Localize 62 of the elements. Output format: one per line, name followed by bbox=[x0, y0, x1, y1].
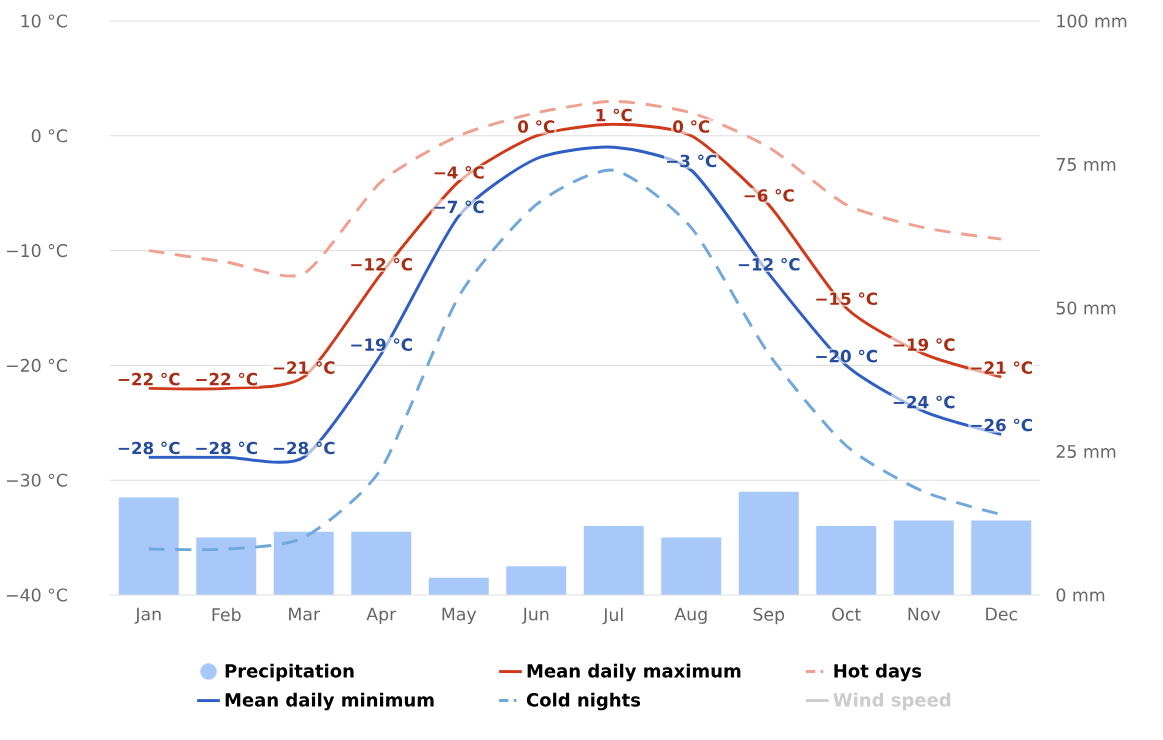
x-tick-label: Sep bbox=[753, 607, 785, 625]
data-label: −28 °C bbox=[196, 441, 257, 455]
legend-label: Mean daily minimum bbox=[225, 692, 434, 711]
bar bbox=[816, 526, 877, 595]
legend-label: Mean daily maximum bbox=[527, 663, 741, 682]
data-label: −19 °C bbox=[351, 338, 412, 351]
y2-tick-label: 100 mm bbox=[1057, 14, 1127, 28]
bar bbox=[506, 566, 567, 595]
data-label: −12 °C bbox=[351, 257, 412, 271]
bar bbox=[971, 520, 1032, 595]
data-label: 1 °C bbox=[596, 108, 632, 122]
legend-label: Precipitation bbox=[225, 663, 354, 682]
y2-tick-label: 25 mm bbox=[1056, 444, 1116, 459]
y2-tick-label: 0 mm bbox=[1056, 588, 1105, 602]
y2-tick-label: 50 mm bbox=[1056, 301, 1116, 315]
bar bbox=[428, 577, 489, 595]
data-label: −28 °C bbox=[273, 441, 335, 455]
x-tick-label: Oct bbox=[832, 607, 861, 621]
bar bbox=[196, 537, 257, 595]
data-label: −28 °C bbox=[118, 441, 180, 455]
data-label: −15 °C bbox=[816, 292, 877, 306]
bar bbox=[118, 497, 179, 595]
bar bbox=[661, 537, 722, 595]
x-tick-label: Feb bbox=[212, 607, 241, 622]
bar bbox=[738, 491, 799, 595]
data-label: −3 °C bbox=[667, 154, 717, 168]
y2-tick-label: 75 mm bbox=[1056, 158, 1116, 171]
bar bbox=[893, 520, 954, 595]
y-tick-label: −40 °C bbox=[6, 588, 67, 602]
data-label: −7 °C bbox=[434, 200, 484, 214]
x-tick-label: May bbox=[442, 607, 477, 624]
x-tick-label: Aug bbox=[674, 607, 707, 624]
bar bbox=[351, 531, 412, 595]
x-tick-label: Jan bbox=[134, 607, 161, 624]
y-tick-label: −30 °C bbox=[6, 473, 67, 487]
data-label: −20 °C bbox=[816, 349, 877, 363]
data-label: −21 °C bbox=[971, 361, 1032, 374]
data-label: −12 °C bbox=[738, 257, 800, 271]
bar bbox=[273, 531, 334, 595]
y-tick-label: −20 °C bbox=[6, 358, 67, 372]
y-tick-label: 10 °C bbox=[21, 14, 67, 28]
data-label: −4 °C bbox=[434, 166, 484, 179]
y-tick-label: −10 °C bbox=[6, 244, 67, 258]
data-label: 0 °C bbox=[518, 120, 555, 133]
y-tick-label: 0 °C bbox=[31, 129, 67, 143]
x-tick-label: Mar bbox=[289, 607, 321, 621]
x-tick-label: Jun bbox=[521, 607, 549, 624]
data-label: −22 °C bbox=[196, 372, 257, 386]
data-label: −24 °C bbox=[893, 395, 955, 409]
data-label: −19 °C bbox=[893, 338, 955, 351]
data-label: −21 °C bbox=[273, 361, 335, 374]
data-label: −6 °C bbox=[744, 189, 794, 202]
x-tick-label: Nov bbox=[908, 607, 941, 621]
x-tick-label: Apr bbox=[366, 607, 397, 624]
data-label: −22 °C bbox=[118, 372, 180, 386]
data-label: 0 °C bbox=[673, 120, 710, 133]
legend-label: Cold nights bbox=[526, 692, 641, 711]
x-tick-label: Jul bbox=[602, 607, 623, 625]
data-label: −26 °C bbox=[971, 418, 1032, 432]
legend-label: Hot days bbox=[834, 663, 922, 682]
x-tick-label: Dec bbox=[986, 607, 1017, 621]
bar bbox=[583, 526, 644, 595]
